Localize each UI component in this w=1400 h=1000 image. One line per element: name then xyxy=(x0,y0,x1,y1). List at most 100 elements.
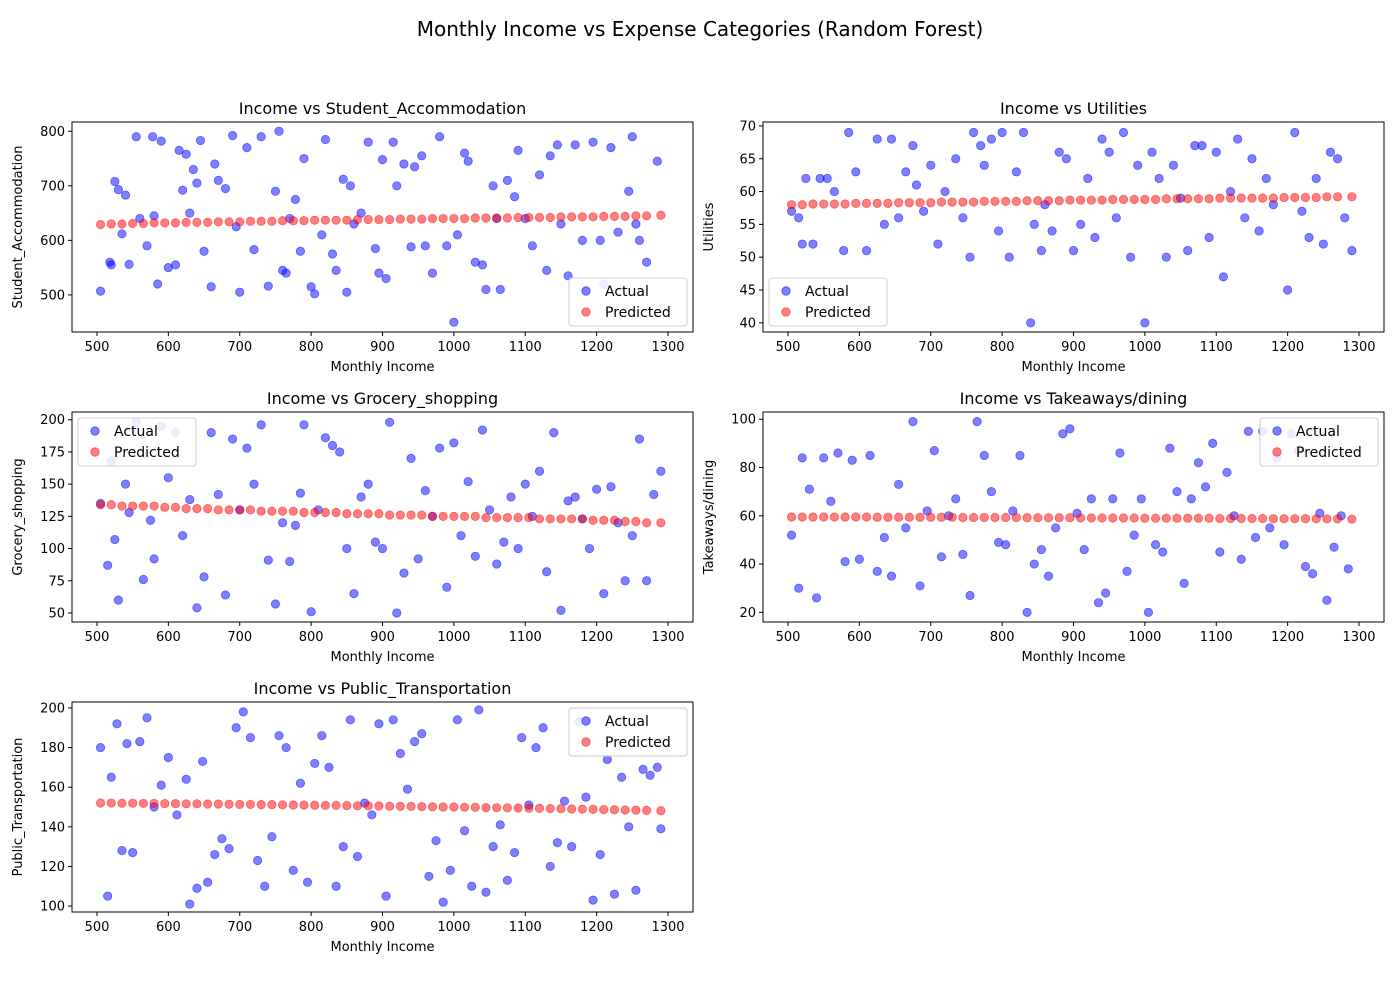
data-point-actual xyxy=(819,453,829,463)
data-point-predicted xyxy=(406,510,416,520)
data-point-actual xyxy=(231,723,241,733)
y-tick-label: 60 xyxy=(739,185,756,200)
data-point-actual xyxy=(352,851,363,862)
data-point-actual xyxy=(545,861,555,872)
data-point-predicted xyxy=(256,800,266,810)
x-tick-label: 500 xyxy=(776,630,801,645)
data-point-actual xyxy=(103,560,113,570)
legend: Actual Predicted xyxy=(77,417,197,467)
data-point-actual xyxy=(1333,154,1343,164)
x-tick-label: 1100 xyxy=(509,630,542,645)
data-point-actual xyxy=(153,279,163,289)
data-point-predicted xyxy=(545,212,555,223)
data-point-actual xyxy=(410,737,420,747)
data-point-predicted xyxy=(872,512,882,522)
data-point-actual xyxy=(1236,554,1246,564)
data-point-predicted xyxy=(170,799,181,809)
data-point-actual xyxy=(634,434,645,444)
data-point-actual xyxy=(463,156,473,166)
data-point-actual xyxy=(410,162,420,172)
data-point-actual xyxy=(249,245,259,255)
data-point-predicted xyxy=(1225,193,1236,203)
x-tick-label: 600 xyxy=(847,340,872,355)
data-point-actual xyxy=(452,715,463,725)
data-point-predicted xyxy=(192,799,202,809)
data-point-actual xyxy=(417,151,427,161)
series-predicted xyxy=(786,192,1357,210)
x-tick-label: 1000 xyxy=(437,630,470,645)
data-point-predicted xyxy=(138,501,148,511)
data-point-predicted xyxy=(851,198,861,208)
data-point-predicted xyxy=(1225,513,1236,524)
data-point-predicted xyxy=(331,800,341,811)
data-point-actual xyxy=(595,849,605,860)
data-point-actual xyxy=(142,241,152,251)
data-point-actual xyxy=(1129,530,1139,540)
data-point-predicted xyxy=(417,214,427,224)
data-point-predicted xyxy=(1118,194,1129,205)
data-point-actual xyxy=(851,167,861,177)
data-point-predicted xyxy=(1161,513,1171,523)
data-point-actual xyxy=(968,127,979,138)
data-point-predicted xyxy=(1161,194,1171,204)
data-point-actual xyxy=(1279,540,1289,550)
data-point-actual xyxy=(392,181,402,191)
data-point-actual xyxy=(1243,426,1253,436)
series-predicted xyxy=(786,512,1357,524)
x-axis-label: Monthly Income xyxy=(1021,650,1125,665)
data-point-predicted xyxy=(203,799,213,809)
data-point-predicted xyxy=(577,514,587,524)
data-point-predicted xyxy=(224,799,234,809)
data-point-actual xyxy=(1097,134,1107,144)
data-point-predicted xyxy=(459,511,470,521)
data-point-actual xyxy=(1311,173,1321,184)
data-point-actual xyxy=(808,239,818,249)
data-point-predicted xyxy=(1150,194,1161,205)
data-point-predicted xyxy=(1204,513,1214,523)
data-point-actual xyxy=(567,842,577,852)
data-point-predicted xyxy=(331,507,341,518)
data-point-actual xyxy=(847,455,857,465)
x-tick-label: 800 xyxy=(299,920,324,935)
data-point-actual xyxy=(424,871,434,881)
data-point-actual xyxy=(1115,448,1125,458)
y-tick-label: 175 xyxy=(40,445,65,460)
data-point-actual xyxy=(588,137,598,147)
data-point-actual xyxy=(213,489,223,500)
data-point-actual xyxy=(417,729,427,739)
data-point-actual xyxy=(156,780,166,790)
data-point-predicted xyxy=(352,215,363,225)
plot-area-frame xyxy=(71,411,694,623)
data-point-actual xyxy=(335,447,345,457)
data-point-predicted xyxy=(299,800,309,810)
data-point-actual xyxy=(1193,458,1204,468)
data-point-actual xyxy=(894,479,904,490)
x-tick-label: 1000 xyxy=(437,340,470,355)
y-tick-label: 50 xyxy=(739,251,756,266)
data-point-predicted xyxy=(990,512,1000,523)
data-point-actual xyxy=(1161,252,1171,262)
data-point-predicted xyxy=(1322,192,1332,202)
data-point-actual xyxy=(602,754,612,765)
x-tick-label: 1300 xyxy=(1342,340,1375,355)
data-point-actual xyxy=(395,748,405,759)
data-point-predicted xyxy=(1097,195,1107,205)
data-point-predicted xyxy=(513,803,523,813)
data-point-predicted xyxy=(1347,192,1357,202)
data-point-actual xyxy=(1147,147,1157,157)
data-point-actual xyxy=(267,832,277,842)
data-point-actual xyxy=(1001,540,1011,550)
data-point-predicted xyxy=(1347,514,1357,524)
data-point-actual xyxy=(252,855,263,866)
data-point-actual xyxy=(794,213,804,223)
data-point-actual xyxy=(148,132,158,142)
data-point-predicted xyxy=(106,500,116,510)
data-point-actual xyxy=(245,733,256,743)
data-point-actual xyxy=(442,582,452,592)
y-tick-label: 200 xyxy=(40,413,65,428)
data-point-predicted xyxy=(374,801,384,811)
x-tick-label: 700 xyxy=(918,340,943,355)
data-point-actual xyxy=(363,137,373,147)
data-point-actual xyxy=(1308,569,1318,579)
data-point-predicted xyxy=(374,509,384,519)
